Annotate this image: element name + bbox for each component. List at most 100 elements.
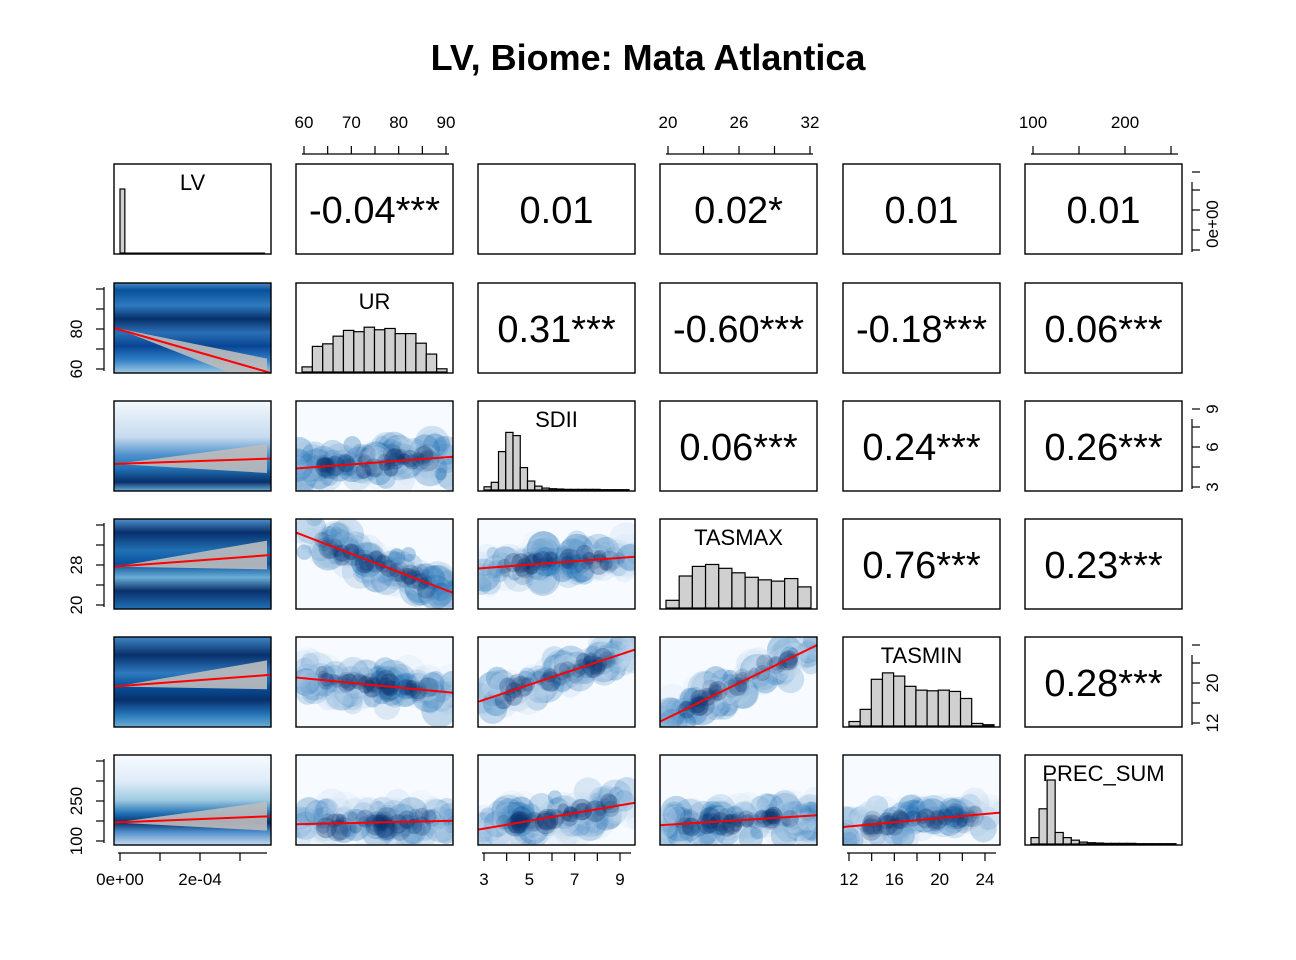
density-blob — [527, 564, 557, 594]
density-blob — [487, 814, 502, 829]
density-blob — [510, 552, 530, 572]
density-blob — [530, 564, 547, 581]
density-core — [762, 811, 780, 829]
density-blob — [433, 663, 453, 699]
density-blob — [326, 668, 350, 692]
density-blob — [798, 637, 817, 655]
density-blob — [609, 637, 635, 664]
density-blob — [430, 801, 453, 825]
panel-r4-c2 — [477, 636, 636, 728]
density-blob — [300, 652, 319, 672]
density-blob — [855, 803, 880, 828]
density-blob — [523, 819, 541, 838]
density-blob — [439, 670, 453, 697]
density-core — [951, 812, 963, 824]
density-blob — [417, 445, 438, 466]
density-blob — [927, 793, 963, 829]
density-core — [956, 817, 968, 828]
density-blob — [679, 820, 701, 842]
density-background — [660, 755, 817, 845]
density-blob — [765, 803, 780, 818]
density-blob — [569, 556, 596, 582]
density-blob — [543, 649, 579, 685]
density-blob — [603, 560, 617, 574]
density-blob — [978, 799, 1000, 835]
density-blob — [732, 659, 760, 688]
density-blob — [427, 795, 441, 809]
density-blob — [420, 565, 453, 601]
density-core — [315, 457, 336, 478]
density-blob — [749, 819, 769, 840]
density-blob — [524, 550, 554, 581]
density-blob — [421, 577, 453, 609]
density-blob — [973, 794, 1000, 827]
density-core — [928, 810, 948, 830]
density-blob — [296, 456, 320, 481]
density-blob — [901, 804, 929, 833]
density-blob — [438, 570, 453, 587]
tick-label: 3 — [479, 870, 488, 889]
variable-label: SDII — [535, 407, 578, 432]
density-blob — [541, 654, 572, 685]
density-blob — [667, 824, 684, 842]
variable-label: TASMIN — [881, 643, 962, 668]
density-blob — [303, 648, 321, 666]
density-blob — [545, 818, 579, 845]
density-background — [296, 637, 453, 727]
density-blob — [779, 801, 815, 836]
density-blob — [357, 667, 375, 685]
density-blob — [318, 439, 347, 468]
density-core — [878, 815, 899, 836]
density-blob — [675, 702, 701, 727]
panel-frame — [1024, 400, 1183, 492]
density-blob — [416, 455, 440, 479]
histogram-bar — [512, 435, 521, 491]
density-blob — [438, 569, 453, 588]
density-blob — [946, 798, 978, 830]
density-blob — [573, 777, 603, 807]
density-blob — [478, 544, 503, 574]
density-blob — [487, 560, 504, 577]
density-blob — [324, 528, 355, 559]
density-blob — [510, 827, 537, 845]
density-blob — [728, 679, 758, 709]
density-blob — [386, 673, 421, 708]
regression-line — [114, 327, 271, 373]
density-blob — [788, 637, 817, 654]
regression-line — [296, 676, 453, 694]
density-blob — [320, 465, 334, 480]
density-blob — [396, 466, 416, 486]
density-blob — [597, 785, 616, 804]
density-blob — [560, 534, 589, 564]
density-blob — [410, 444, 424, 457]
density-blob — [314, 788, 350, 824]
density-blob — [351, 659, 380, 689]
density-blob — [908, 798, 925, 816]
panel-frame — [477, 400, 636, 492]
density-blob — [608, 786, 624, 802]
density-blob — [609, 533, 635, 570]
histogram-bar — [744, 576, 759, 609]
density-blob — [376, 797, 413, 833]
density-blob — [423, 439, 453, 472]
density-core — [582, 552, 596, 565]
density-blob — [594, 543, 622, 572]
density-blob — [497, 696, 512, 711]
density-blob — [732, 792, 764, 824]
panel-frame — [1024, 518, 1183, 610]
density-blob — [438, 802, 453, 824]
density-blob — [543, 549, 565, 572]
density-blob — [391, 675, 414, 697]
density-blob — [700, 800, 726, 826]
density-blob — [767, 637, 802, 672]
density-area — [478, 755, 635, 845]
panel-r2-c2: SDII — [477, 400, 636, 492]
density-blob — [386, 443, 423, 480]
density-blob — [383, 448, 416, 481]
density-core — [893, 808, 906, 822]
density-blob — [545, 805, 577, 837]
correlation-value: 0.06*** — [679, 427, 798, 469]
density-blob — [521, 538, 558, 575]
density-core — [382, 444, 402, 463]
density-blob — [799, 801, 817, 826]
